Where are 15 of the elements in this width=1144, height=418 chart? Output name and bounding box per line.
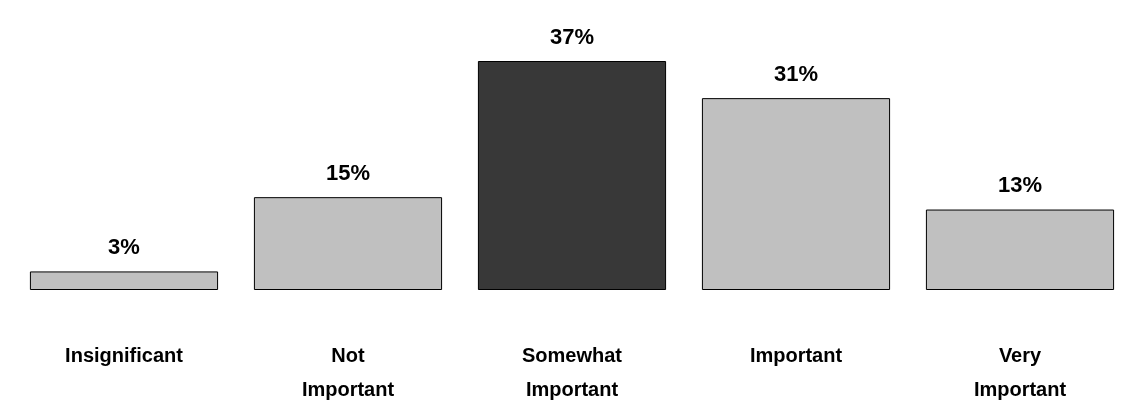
x-tick-label: Very Important <box>973 344 1067 400</box>
data-label: 3% <box>108 233 140 259</box>
x-tick-label: Insignificant <box>65 344 184 366</box>
data-label: 13% <box>997 172 1043 198</box>
bar <box>701 98 891 290</box>
data-label: 31% <box>773 60 819 86</box>
x-tick-label: Somewhat Important <box>521 344 623 400</box>
x-tick-label: Important <box>749 344 843 366</box>
x-tick-label: Not Important <box>301 344 395 400</box>
data-label: 37% <box>549 23 595 49</box>
data-label: 15% <box>325 159 371 185</box>
bar <box>925 209 1115 290</box>
bar <box>477 61 667 290</box>
bar <box>29 271 219 290</box>
bar <box>253 197 443 290</box>
